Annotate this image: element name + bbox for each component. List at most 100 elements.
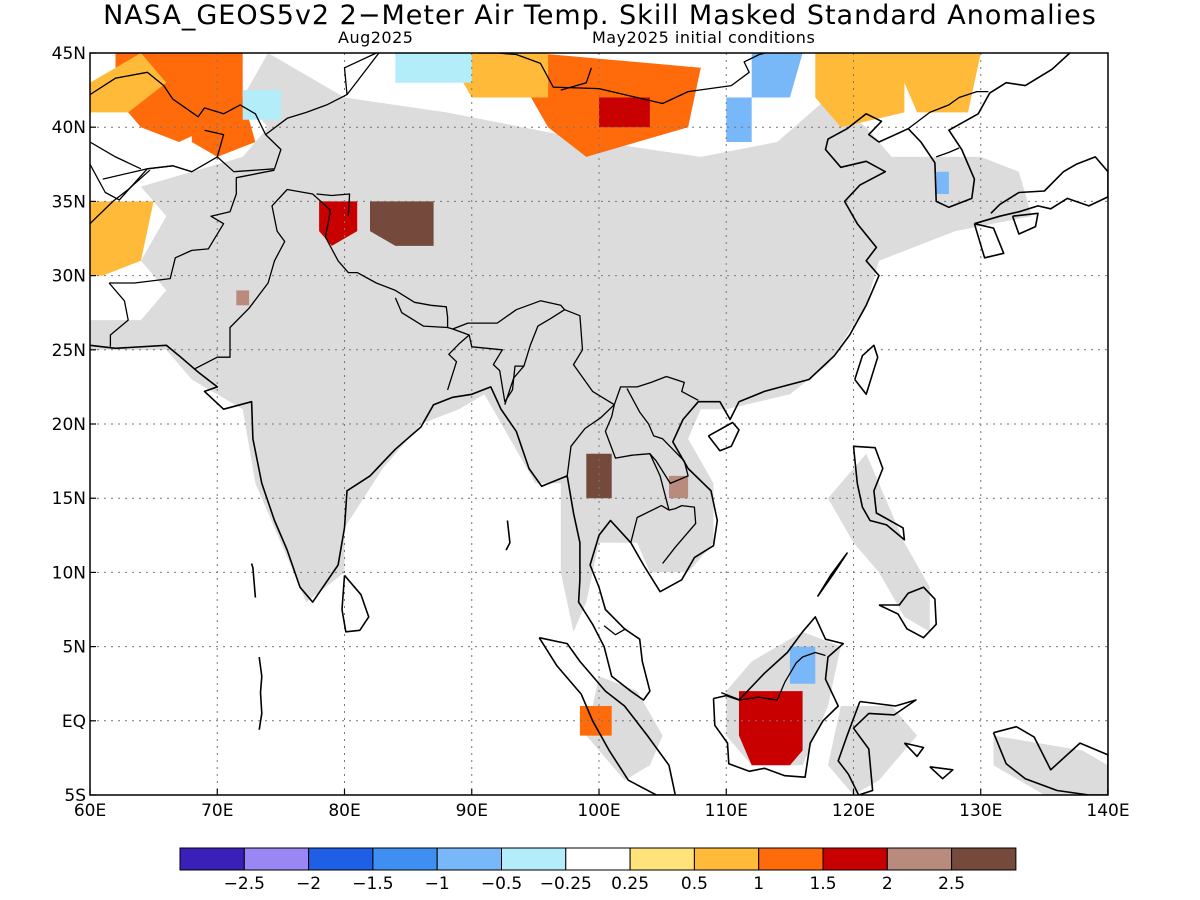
coastline (707, 421, 740, 452)
country-border (316, 193, 351, 217)
anomaly-region (370, 201, 434, 246)
colorbar-swatch (951, 847, 1017, 871)
coastline (973, 222, 1005, 259)
x-tick-label: 120E (832, 801, 875, 821)
y-tick-label: 5N (62, 638, 86, 658)
country-border (194, 188, 566, 403)
colorbar-label: 1.5 (809, 874, 836, 894)
x-tick-label: 70E (201, 801, 233, 821)
skill-mask-region (90, 53, 1032, 632)
coastline (878, 586, 938, 639)
colorbar: −2.5 −2 −1.5 −1 −0.5 −0.25 0.25 0.5 1 1.5 2 2.5 (179, 847, 1017, 894)
coastline (258, 656, 263, 730)
colorbar-swatch (243, 847, 310, 871)
anomaly-region (789, 646, 816, 684)
country-border (599, 404, 697, 564)
colorbar-swatch (822, 847, 888, 871)
country-border (907, 90, 989, 130)
colorbar-swatch (372, 847, 438, 871)
country-border (477, 53, 769, 105)
latitude-ticks: 5S EQ 5N 10N 15N 20N 25N 30N 35N 40N 45N (52, 44, 96, 806)
colorbar-swatch (693, 847, 760, 871)
coastlines (90, 53, 1108, 795)
colorbar-label: −2 (296, 874, 321, 894)
x-tick-label: 130E (959, 801, 1002, 821)
anomaly-region (319, 201, 358, 246)
country-border (108, 282, 129, 347)
y-tick-label: 30N (52, 267, 86, 287)
colorbar-swatch (629, 847, 695, 871)
anomaly-region (90, 201, 154, 276)
colorbar-label: −2.5 (224, 874, 265, 894)
initial-conditions: May2025 initial conditions (592, 28, 816, 47)
country-border (446, 334, 470, 391)
coastline (852, 445, 906, 541)
country-border (560, 67, 593, 91)
colorbar-swatch (308, 847, 374, 871)
y-tick-label: 25N (52, 341, 86, 361)
y-tick-label: EQ (62, 712, 86, 732)
coastline (992, 725, 1108, 795)
country-border (90, 71, 267, 135)
colorbar-swatch (886, 847, 953, 871)
country-border (720, 651, 826, 701)
anomaly-region (751, 53, 803, 98)
anomaly-region (242, 90, 281, 120)
anomaly-region (726, 97, 752, 142)
colorbar-label: 2 (882, 874, 893, 894)
colorbar-label: 1 (753, 874, 764, 894)
anomaly-region (936, 171, 949, 194)
x-tick-label: 90E (456, 801, 488, 821)
country-border (109, 169, 275, 284)
country-border (630, 504, 670, 543)
country-border (346, 53, 380, 95)
anomaly-region (236, 290, 250, 306)
colorbar-swatch (179, 847, 245, 871)
coastline (538, 636, 677, 795)
colorbar-swatch (501, 847, 567, 871)
coastline (1011, 212, 1039, 235)
anomaly-region (586, 453, 612, 499)
country-border (204, 129, 225, 158)
coastline (505, 520, 511, 551)
colorbar-label: −0.25 (540, 874, 592, 894)
y-tick-label: 5S (64, 786, 86, 806)
colorbar-swatch (758, 847, 824, 871)
country-border (566, 417, 601, 476)
colorbar-swatch (436, 847, 503, 871)
colorbar-swatch (565, 847, 631, 871)
graticule (90, 53, 1108, 795)
coastline (712, 616, 845, 779)
colorbar-label: 0.25 (611, 874, 649, 894)
country-border (626, 388, 689, 485)
country-border (564, 309, 699, 406)
country-border (90, 169, 151, 225)
y-tick-label: 20N (52, 415, 86, 435)
coastline (903, 742, 925, 758)
x-tick-label: 140E (1086, 801, 1129, 821)
country-border (90, 163, 192, 201)
map-title: NASA_GEOS5v2 2−Meter Air Temp. Skill Mas… (103, 0, 1097, 31)
y-tick-label: 40N (52, 118, 86, 138)
anomaly-region (739, 691, 803, 766)
country-border (90, 141, 142, 170)
skill-mask-region (993, 735, 1108, 795)
x-tick-label: 100E (577, 801, 620, 821)
y-tick-label: 35N (52, 192, 86, 212)
coastline (90, 53, 1071, 701)
anomaly-region (815, 53, 905, 128)
x-tick-label: 80E (328, 801, 360, 821)
target-month: Aug2025 (338, 28, 414, 47)
coastline (250, 563, 257, 598)
coastline (341, 574, 370, 633)
anomaly-region (599, 97, 650, 128)
colorbar-label: −1.5 (352, 874, 393, 894)
colorbar-label: −0.5 (481, 874, 522, 894)
y-tick-label: 10N (52, 563, 86, 583)
anomaly-region (395, 53, 472, 83)
colorbar-label: −1 (425, 874, 450, 894)
y-tick-label: 45N (52, 44, 86, 64)
colorbar-label: 0.5 (681, 874, 708, 894)
skill-mask-region (586, 676, 663, 781)
